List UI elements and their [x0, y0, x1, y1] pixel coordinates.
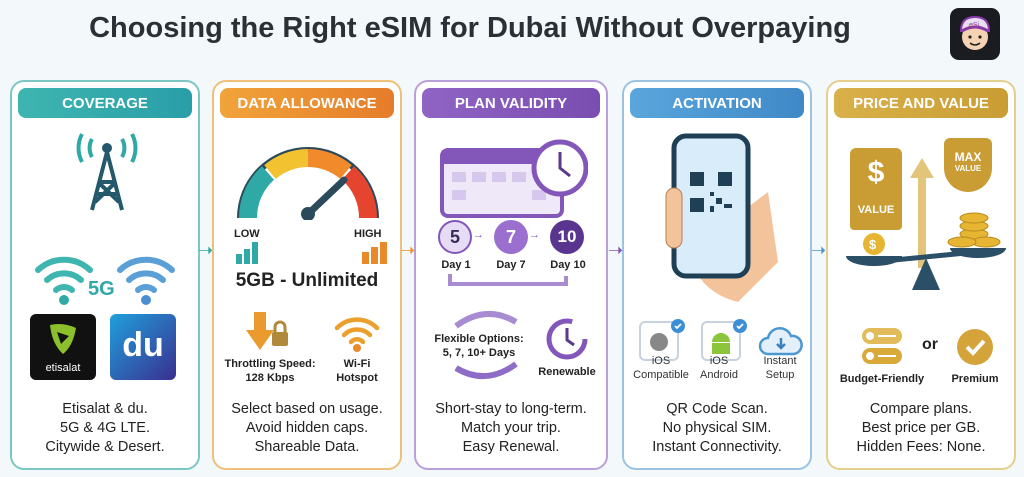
plan-validity-panel: PLAN VALIDITY 5 7 10 → → Day 1 Day 7 Day… — [414, 80, 608, 470]
speedometer-icon — [237, 147, 379, 220]
premium-check-icon — [957, 329, 993, 365]
activation-header: ACTIVATION — [630, 88, 804, 118]
coverage-description: Etisalat & du. 5G & 4G LTE. Citywide & Des… — [45, 401, 165, 455]
5g-badge: 5G — [88, 278, 115, 300]
coverage-panel: COVERAGE 5G etisalat du Etisalat & du. 5G… — [10, 80, 200, 470]
svg-text:eSi: eSi — [969, 22, 980, 29]
balance-scale-coins-icon: $ — [846, 212, 1006, 290]
budget-friendly-label: Budget-Friendly — [839, 373, 925, 385]
hotspot-wifi-icon — [334, 317, 380, 352]
activation-panel: ACTIVATION iOS Compatible iOS Android Inst… — [622, 80, 812, 470]
bracket-arrow-icon — [448, 274, 568, 286]
max-value-shield: MAX VALUE — [944, 138, 992, 192]
signal-high-icon — [362, 242, 387, 264]
day-label: Day 7 — [496, 259, 526, 271]
high-label: HIGH — [354, 228, 382, 240]
activation-description: QR Code Scan. No physical SIM. Instant Con… — [652, 401, 782, 455]
coverage-header: COVERAGE — [18, 88, 192, 118]
arrow-icon: → — [473, 229, 484, 241]
etisalat-logo: etisalat — [30, 314, 96, 380]
data-range: 5GB - Unlimited — [235, 270, 379, 291]
android-icon — [701, 319, 747, 361]
arrow-icon: → — [529, 229, 540, 241]
throttle-download-lock-icon — [246, 312, 288, 350]
apple-icon — [639, 319, 685, 361]
day-circle-7: 7 — [494, 220, 528, 254]
day-label: Day 1 — [441, 259, 471, 271]
cell-tower-icon — [76, 133, 138, 211]
low-label: LOW — [234, 228, 260, 240]
arrow-icon: ➝ — [608, 240, 624, 260]
svg-text:$: $ — [869, 237, 877, 252]
data-allowance-header: DATA ALLOWANCE — [220, 88, 394, 118]
hotspot-label: Wi-Fi Hotspot — [336, 358, 378, 384]
cycle-arrows-icon — [454, 310, 518, 380]
calendar-clock-icon — [440, 139, 588, 218]
up-arrow-icon — [910, 158, 934, 268]
price-value-panel: PRICE AND VALUE $ VALUE MAX VALUE $ or Bud… — [826, 80, 1016, 470]
du-logo: du — [110, 314, 176, 380]
wifi-icon — [117, 256, 175, 305]
renewable-label: Renewable — [538, 366, 596, 378]
flexible-options-label: Flexible Options: 5, 7, 10+ Days — [434, 333, 524, 359]
day-circle-5: 5 — [438, 220, 472, 254]
wifi-icon — [35, 256, 93, 305]
plan-validity-header: PLAN VALIDITY — [422, 88, 600, 118]
price-description: Compare plans. Best price per GB. Hidden F… — [856, 401, 986, 455]
arrow-icon: ➝ — [400, 240, 416, 260]
budget-toggle-icon — [862, 328, 902, 364]
price-value-header: PRICE AND VALUE — [834, 88, 1008, 118]
data-allowance-panel: DATA ALLOWANCE LOW HIGH 5GB - Unlimited … — [212, 80, 402, 470]
page-title: Choosing the Right eSIM for Dubai Withou… — [89, 12, 851, 44]
day-label: Day 10 — [550, 259, 586, 271]
data-description: Select based on usage. Avoid hidden caps.… — [231, 401, 383, 455]
premium-label: Premium — [951, 373, 999, 385]
validity-description: Short-stay to long-term. Match your trip.… — [435, 401, 587, 455]
phone-qr-code-icon — [665, 133, 778, 302]
day-circle-10: 10 — [550, 220, 584, 254]
esim-mascot-logo: eSi — [950, 8, 1000, 60]
arrow-icon: ➝ — [198, 240, 214, 260]
signal-low-icon — [236, 242, 258, 264]
or-label: or — [922, 336, 938, 353]
value-price-tag: $ VALUE — [850, 148, 902, 230]
throttling-label: Throttling Speed: 128 Kbps — [224, 358, 316, 384]
cloud-download-icon — [758, 327, 803, 356]
renewable-clock-icon — [546, 318, 588, 360]
arrow-icon: ➝ — [811, 240, 827, 260]
